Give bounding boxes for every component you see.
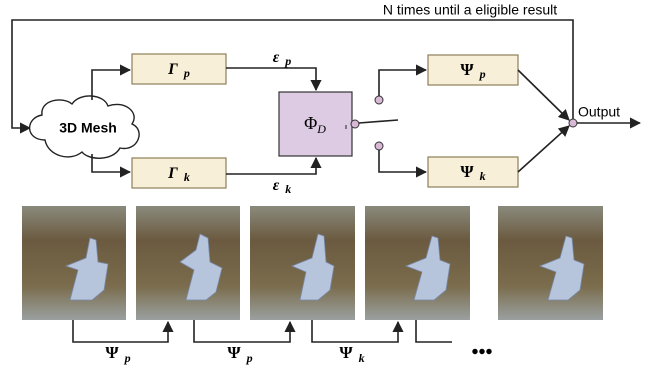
symbol: Γ: [167, 165, 178, 182]
symbol: Φ: [304, 113, 317, 133]
subscript: p: [479, 67, 486, 81]
symbol: Ψ: [460, 60, 474, 79]
subscript: k: [285, 182, 291, 196]
switch-arm: [359, 120, 398, 123]
subscript: p: [183, 66, 190, 80]
edge: [379, 70, 426, 96]
edge: [518, 126, 569, 172]
subscript: p: [124, 351, 131, 365]
edge: [226, 158, 316, 174]
edge: [194, 320, 290, 342]
subscript: p: [284, 54, 291, 68]
diagram: N times until a eligible result 3D Mesh …: [0, 0, 649, 370]
symbol: Ψ: [460, 162, 474, 181]
photo-strip: [22, 206, 603, 320]
output-label: Output: [578, 104, 620, 120]
symbol: ε: [273, 49, 280, 66]
switch-contact: [375, 96, 383, 104]
symbol: Γ: [167, 61, 178, 78]
mesh-label: 3D Mesh: [59, 120, 117, 136]
edge: [312, 320, 398, 342]
subscript: k: [480, 169, 486, 183]
gamma-k-box: [132, 158, 226, 188]
switch-contact: [375, 142, 383, 150]
loop-label: N times until a eligible result: [383, 2, 557, 18]
gamma-p-box: [132, 54, 226, 84]
edge: [518, 70, 569, 120]
subscript: p: [246, 351, 253, 365]
edge: [416, 320, 452, 342]
subscript: D: [316, 122, 326, 136]
subscript: k: [184, 170, 190, 184]
subscript: k: [359, 351, 365, 365]
edge: [226, 68, 316, 90]
symbol: Ψ: [227, 343, 241, 362]
edge: [73, 320, 168, 342]
output-node: [569, 119, 577, 127]
ellipsis: •••: [471, 342, 492, 364]
symbol: Ψ: [339, 343, 353, 362]
switch-pivot: [351, 120, 359, 128]
symbol: Ψ: [105, 343, 119, 362]
edge: [379, 150, 426, 172]
symbol: ε: [273, 177, 280, 194]
edge: [92, 70, 130, 100]
